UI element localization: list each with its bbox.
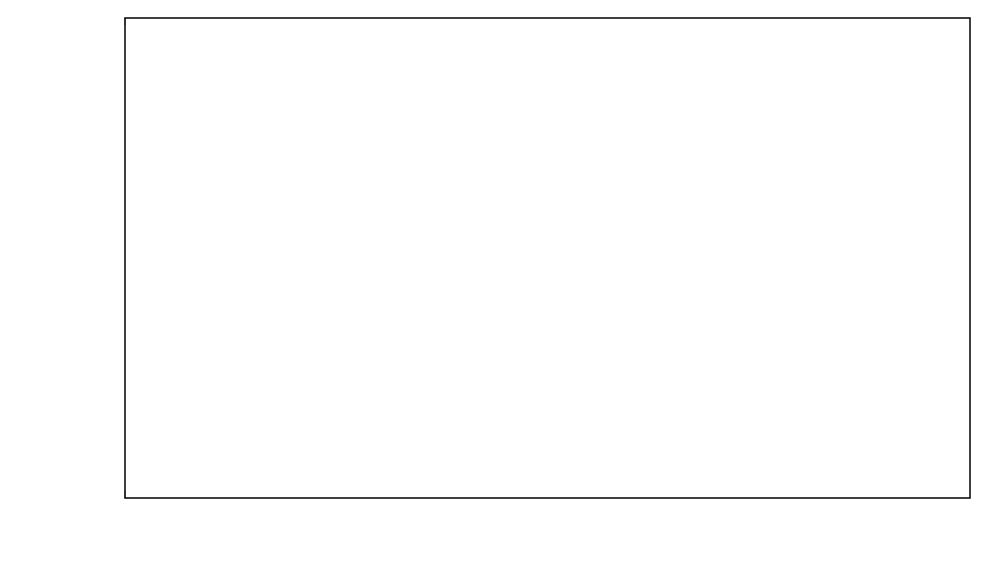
plot-border (125, 18, 970, 498)
line-chart (0, 0, 1000, 572)
chart-container (0, 0, 1000, 572)
